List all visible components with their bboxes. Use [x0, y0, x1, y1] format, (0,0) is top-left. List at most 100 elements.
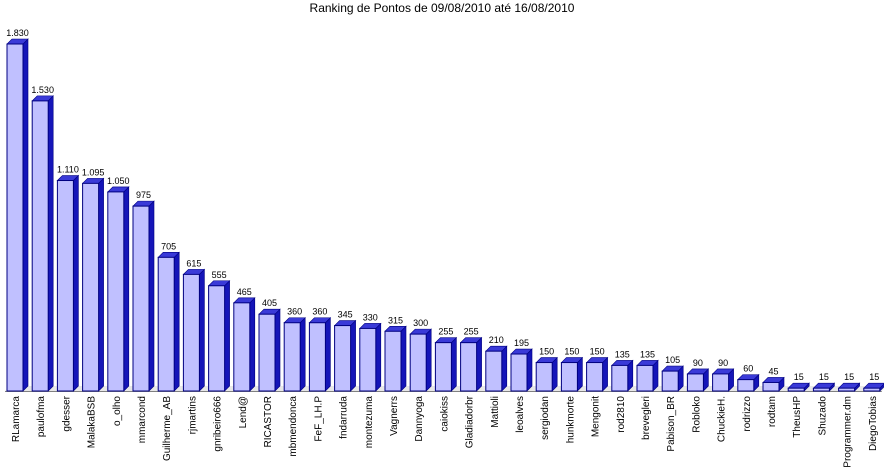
value-label: 15 — [819, 372, 829, 382]
bar — [510, 348, 533, 392]
bar — [686, 368, 710, 392]
bar — [560, 356, 584, 392]
bar-front — [384, 330, 402, 392]
bar — [333, 319, 357, 392]
bar-side — [602, 356, 608, 392]
bar-front — [283, 322, 301, 392]
value-label: 615 — [186, 258, 201, 268]
bar-front — [586, 362, 604, 392]
chart-title: Ranking de Pontos de 09/08/2010 até 16/0… — [310, 1, 575, 15]
bar — [737, 373, 760, 392]
category-label: Programmer.dm — [843, 396, 854, 468]
bar — [81, 177, 105, 392]
category-label: FeF_LH.P — [313, 396, 324, 442]
bar-side — [199, 268, 205, 392]
category-label: rodrizzo — [742, 396, 753, 432]
value-label: 15 — [794, 372, 804, 382]
bar-side — [173, 251, 180, 392]
category-label: brevegleri — [641, 396, 652, 440]
bars — [6, 38, 884, 392]
category-label: mbmendonca — [288, 396, 299, 457]
bar-front — [686, 373, 704, 392]
value-label: 150 — [564, 347, 579, 357]
bar — [434, 336, 458, 392]
category-label: gdesser — [61, 395, 72, 431]
value-label: 1.050 — [107, 176, 130, 186]
value-label: 105 — [665, 355, 680, 365]
bar — [485, 345, 508, 392]
bar-front — [434, 342, 452, 392]
bar — [207, 280, 231, 392]
category-label: montezuma — [364, 396, 375, 449]
bar — [258, 308, 281, 392]
bar-side — [98, 177, 104, 392]
bar-front — [661, 370, 679, 392]
category-label: RLamarca — [11, 396, 22, 443]
bar-side — [400, 325, 407, 392]
bar — [711, 368, 735, 392]
bar-front — [712, 373, 730, 392]
value-label: 90 — [718, 358, 728, 368]
bar — [863, 382, 884, 392]
category-label: ChuckieH. — [717, 396, 728, 442]
value-label: 1.830 — [6, 28, 29, 38]
category-label: Shuzado — [817, 396, 828, 436]
bar-front — [359, 327, 377, 392]
category-label: hunkmorte — [565, 396, 576, 444]
category-label: Gladiadorbr — [465, 395, 476, 448]
bar-side — [148, 200, 155, 392]
value-label: 360 — [287, 307, 302, 317]
bar — [812, 382, 836, 392]
value-label: 195 — [514, 338, 529, 348]
bar — [661, 365, 684, 392]
category-label: Mengonit — [591, 396, 602, 437]
bar-front — [510, 353, 528, 392]
category-label: o_olho — [112, 396, 123, 426]
value-label: 360 — [312, 307, 327, 317]
bar-front — [485, 350, 503, 392]
bar-front — [233, 302, 251, 392]
value-label: 300 — [413, 318, 428, 328]
bar — [107, 186, 130, 392]
bar-side — [325, 317, 331, 392]
category-label: DiegoTobias — [868, 396, 879, 451]
bar-front — [107, 191, 125, 392]
bar-side — [451, 336, 457, 392]
bar-side — [425, 328, 432, 392]
category-label: Lend@ — [238, 396, 249, 428]
bar-front — [560, 362, 578, 392]
bar-front — [208, 285, 226, 392]
category-label: Pabison_BR — [666, 396, 677, 452]
value-label: 15 — [844, 372, 854, 382]
category-label: caiokiss — [439, 396, 450, 432]
value-label: 60 — [743, 364, 753, 374]
value-label: 255 — [438, 327, 453, 337]
bar — [56, 174, 80, 392]
value-label: 255 — [464, 327, 479, 337]
value-label: 465 — [237, 287, 252, 297]
value-label: 210 — [489, 335, 504, 345]
value-label: 15 — [869, 372, 879, 382]
bar-front — [31, 100, 49, 392]
value-label: 135 — [615, 349, 630, 359]
bar-front — [535, 362, 553, 392]
bar — [384, 325, 407, 392]
value-label: 555 — [212, 270, 227, 280]
category-label: RICASTOR — [263, 396, 274, 448]
bar-side — [249, 297, 256, 392]
category-label: fndarruda — [339, 396, 350, 439]
value-label: 330 — [363, 312, 378, 322]
bar — [585, 356, 609, 392]
bar-side — [501, 345, 508, 392]
bar — [459, 336, 483, 392]
bar-front — [838, 387, 856, 392]
bar — [409, 328, 432, 392]
category-label: rodtam — [767, 396, 778, 427]
category-labels: RLamarca paulofma gdesser MalakaBSB o_olho mm… — [11, 395, 879, 467]
bar-front — [308, 322, 326, 392]
category-label: Guilherme_AB — [162, 396, 173, 461]
bar-front — [56, 180, 74, 392]
bar — [6, 38, 29, 392]
